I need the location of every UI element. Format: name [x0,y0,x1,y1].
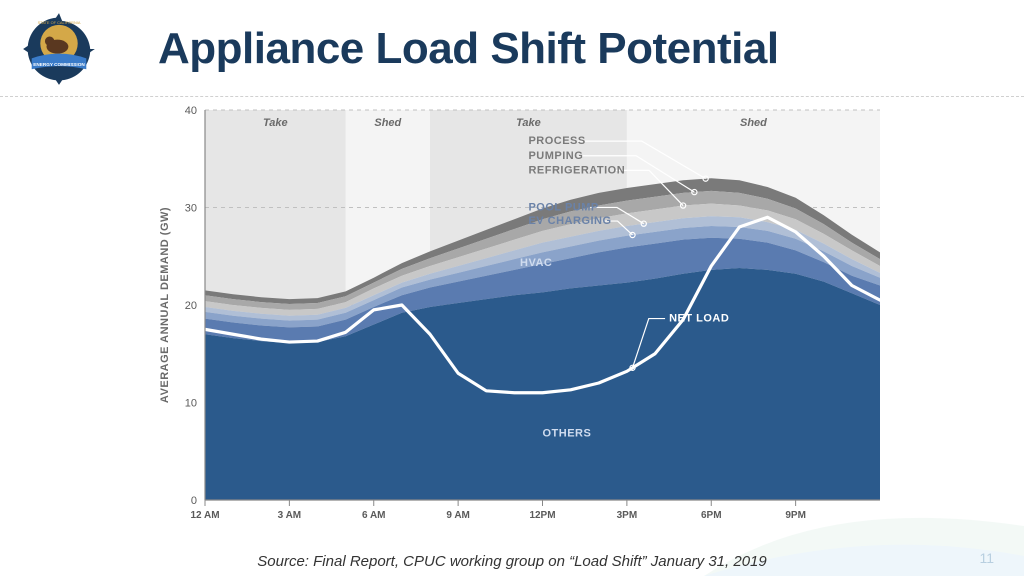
page-title: Appliance Load Shift Potential [158,24,779,74]
svg-text:20: 20 [185,300,197,312]
svg-text:9PM: 9PM [785,510,806,521]
svg-text:PUMPING: PUMPING [528,150,583,162]
svg-text:30: 30 [185,203,197,215]
svg-text:3PM: 3PM [617,510,638,521]
cec-logo: ENERGY COMMISSION STATE OF CALIFORNIA [20,10,98,88]
svg-text:OTHERS: OTHERS [543,428,592,440]
svg-text:Take: Take [516,117,541,129]
svg-text:40: 40 [185,105,197,117]
svg-text:10: 10 [185,398,197,410]
svg-text:6 AM: 6 AM [362,510,386,521]
svg-text:EV CHARGING: EV CHARGING [528,215,611,227]
svg-text:AVERAGE ANNUAL DEMAND (GW): AVERAGE ANNUAL DEMAND (GW) [159,207,171,403]
svg-text:NET LOAD: NET LOAD [669,313,729,325]
svg-text:3 AM: 3 AM [278,510,302,521]
svg-text:Shed: Shed [740,117,767,129]
svg-text:POOL PUMP: POOL PUMP [528,201,598,213]
source-citation: Source: Final Report, CPUC working group… [0,553,1024,570]
svg-text:Shed: Shed [374,117,401,129]
load-shift-chart: Take Shed Take Shed 0 10 20 30 40 12 AM 3 AM 6 AM 9 … [150,100,890,530]
svg-text:ENERGY COMMISSION: ENERGY COMMISSION [33,62,85,67]
page-number: 11 [979,550,994,566]
svg-text:12 AM: 12 AM [190,510,219,521]
svg-text:9 AM: 9 AM [446,510,470,521]
svg-text:REFRIGERATION: REFRIGERATION [528,164,625,176]
svg-text:STATE OF CALIFORNIA: STATE OF CALIFORNIA [38,20,81,25]
svg-text:PROCESS: PROCESS [528,135,585,147]
svg-text:12PM: 12PM [529,510,555,521]
svg-text:0: 0 [191,495,197,507]
svg-text:Take: Take [263,117,288,129]
svg-text:HVAC: HVAC [520,257,552,269]
svg-text:6PM: 6PM [701,510,722,521]
